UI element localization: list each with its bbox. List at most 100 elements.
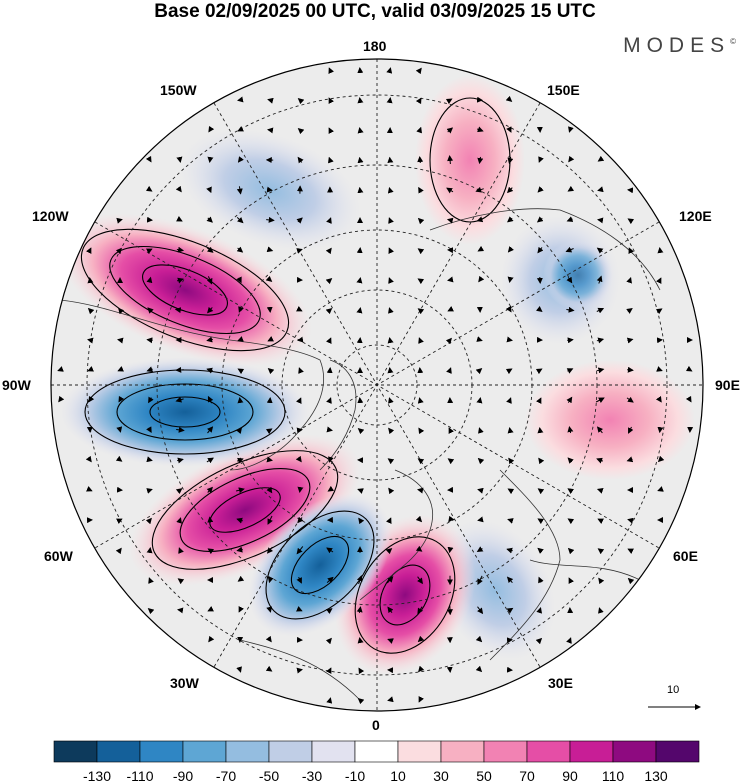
wind-vector: [387, 638, 394, 644]
wind-vector: [328, 67, 334, 74]
wind-vector: [266, 216, 275, 223]
wind-vector: [535, 368, 543, 375]
wind-vector: [657, 426, 664, 434]
wind-vector: [266, 546, 274, 554]
wind-vector: [566, 396, 573, 404]
wind-vector: [477, 245, 485, 252]
wind-vector: [388, 427, 395, 435]
wind-vector: [417, 278, 425, 285]
wind-vector: [237, 457, 244, 464]
wind-vector: [356, 606, 363, 613]
wind-vector: [447, 458, 455, 465]
wind-vector: [235, 487, 245, 494]
wind-vectors: [57, 67, 694, 705]
wind-vector: [418, 695, 425, 703]
wind-vector: [538, 457, 545, 465]
wind-vector: [537, 547, 544, 554]
wind-vector: [537, 246, 544, 254]
wind-vector: [267, 335, 275, 342]
wind-vector: [567, 426, 574, 434]
wind-vector: [596, 247, 604, 254]
wind-vector: [176, 457, 184, 464]
wind-vector: [417, 217, 425, 225]
wind-vector: [417, 308, 425, 315]
wind-vector: [535, 397, 542, 405]
wind-vector: [505, 368, 513, 375]
wind-vector: [477, 575, 483, 585]
wind-vector: [237, 575, 245, 582]
wind-vector: [178, 547, 184, 554]
wind-vector: [388, 247, 394, 254]
wind-vector: [477, 126, 484, 133]
wind-vector: [145, 185, 153, 192]
wind-vector: [206, 486, 213, 494]
wind-vector: [507, 488, 515, 495]
wind-vector: [476, 397, 483, 404]
colorbar-swatch: [655, 740, 700, 763]
wind-vector: [418, 427, 425, 435]
wind-vector: [626, 276, 632, 284]
lon-label-60w: 60W: [44, 548, 73, 564]
wind-vector: [238, 605, 245, 613]
wind-vector: [386, 97, 393, 104]
wind-vector: [506, 607, 514, 614]
lon-label-0: 0: [372, 717, 380, 733]
wind-vector: [145, 248, 153, 255]
wind-vector: [537, 427, 544, 434]
wind-vector: [475, 186, 484, 193]
wind-vector: [237, 397, 244, 404]
wind-vector: [87, 337, 94, 344]
wind-vector: [146, 488, 153, 494]
wind-vector: [236, 246, 244, 253]
wind-vector: [356, 277, 363, 284]
wind-vector: [388, 397, 394, 404]
wind-vector: [175, 488, 183, 495]
wind-vector: [478, 275, 485, 283]
wind-vector: [358, 517, 365, 525]
wind-vector: [296, 606, 303, 612]
wind-vector: [177, 607, 184, 614]
wind-vector: [596, 307, 605, 314]
wind-vector: [86, 486, 93, 492]
wind-vector: [567, 337, 574, 344]
wind-vector: [627, 548, 635, 555]
coastlines: [59, 208, 661, 701]
wind-vector: [296, 217, 303, 224]
wind-vector: [538, 156, 544, 163]
wind-vector: [117, 366, 124, 372]
wind-vector: [657, 455, 665, 463]
wind-vector: [685, 395, 692, 403]
map-title: Base 02/09/2025 00 UTC, valid 03/09/2025…: [154, 1, 596, 22]
wind-vector: [445, 98, 453, 105]
colorbar-tick-label: -50: [259, 768, 279, 783]
wind-vector: [237, 336, 244, 342]
lon-label-120w: 120W: [32, 208, 69, 224]
colorbar-swatch: [440, 740, 485, 763]
wind-vector: [418, 186, 424, 194]
wind-vector: [475, 665, 483, 673]
wind-vector: [236, 216, 244, 224]
wind-vector: [206, 276, 213, 285]
wind-vector: [566, 306, 575, 313]
colorbar-swatch: [311, 740, 356, 763]
wind-vector: [87, 307, 95, 315]
colorbar-swatch: [268, 740, 313, 763]
wind-vector: [477, 457, 485, 465]
wind-vector: [477, 487, 484, 494]
wind-vector: [386, 67, 393, 74]
wind-vector: [236, 186, 243, 195]
wind-vector: [176, 426, 185, 433]
wind-vector: [535, 637, 543, 645]
wind-vector: [206, 186, 212, 194]
wind-vector: [596, 488, 604, 494]
wind-vector: [176, 517, 182, 524]
wind-vector: [325, 608, 333, 615]
wind-vector: [628, 247, 634, 254]
wind-vector: [148, 396, 154, 404]
wind-vector: [507, 216, 514, 223]
wind-vector: [475, 368, 483, 375]
wind-vector: [296, 667, 303, 674]
wind-vector: [597, 186, 604, 193]
wind-vector: [596, 426, 604, 434]
